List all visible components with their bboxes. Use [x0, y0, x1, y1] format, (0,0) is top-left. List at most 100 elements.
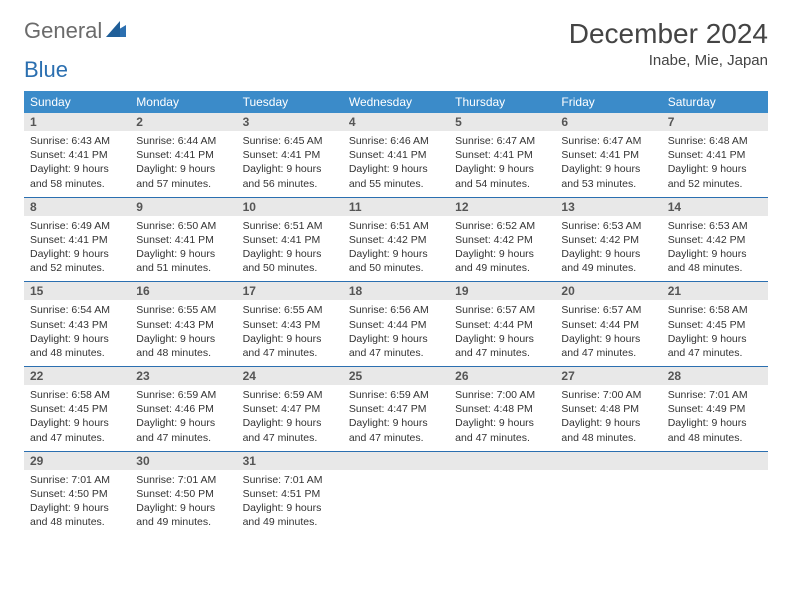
- sunset-line: Sunset: 4:41 PM: [243, 148, 337, 162]
- day-number: 1: [24, 113, 130, 131]
- day-info: Sunrise: 7:01 AMSunset: 4:49 PMDaylight:…: [662, 385, 768, 451]
- sunrise-line: Sunrise: 6:53 AM: [668, 219, 762, 233]
- day-cell: 31Sunrise: 7:01 AMSunset: 4:51 PMDayligh…: [237, 452, 343, 536]
- sunrise-line: Sunrise: 6:55 AM: [243, 303, 337, 317]
- day-cell: 22Sunrise: 6:58 AMSunset: 4:45 PMDayligh…: [24, 367, 130, 451]
- day-number: 13: [555, 198, 661, 216]
- daylight-line: Daylight: 9 hours and 49 minutes.: [561, 247, 655, 275]
- day-number: 8: [24, 198, 130, 216]
- sunrise-line: Sunrise: 6:43 AM: [30, 134, 124, 148]
- day-number: 28: [662, 367, 768, 385]
- sunset-line: Sunset: 4:41 PM: [455, 148, 549, 162]
- day-cell: 5Sunrise: 6:47 AMSunset: 4:41 PMDaylight…: [449, 113, 555, 197]
- sunset-line: Sunset: 4:43 PM: [243, 318, 337, 332]
- sunrise-line: Sunrise: 6:59 AM: [136, 388, 230, 402]
- day-info: Sunrise: 6:59 AMSunset: 4:46 PMDaylight:…: [130, 385, 236, 451]
- empty-cell: [449, 452, 555, 536]
- title-block: December 2024 Inabe, Mie, Japan: [569, 18, 768, 69]
- sunset-line: Sunset: 4:43 PM: [136, 318, 230, 332]
- daylight-line: Daylight: 9 hours and 48 minutes.: [30, 501, 124, 529]
- day-info: Sunrise: 7:01 AMSunset: 4:50 PMDaylight:…: [130, 470, 236, 536]
- day-number: 30: [130, 452, 236, 470]
- day-header: Tuesday: [237, 91, 343, 113]
- sunset-line: Sunset: 4:49 PM: [668, 402, 762, 416]
- sunrise-line: Sunrise: 6:52 AM: [455, 219, 549, 233]
- daylight-line: Daylight: 9 hours and 47 minutes.: [136, 416, 230, 444]
- day-number: 2: [130, 113, 236, 131]
- daylight-line: Daylight: 9 hours and 47 minutes.: [455, 332, 549, 360]
- sunset-line: Sunset: 4:43 PM: [30, 318, 124, 332]
- daylight-line: Daylight: 9 hours and 48 minutes.: [668, 416, 762, 444]
- sunset-line: Sunset: 4:42 PM: [561, 233, 655, 247]
- daylight-line: Daylight: 9 hours and 51 minutes.: [136, 247, 230, 275]
- day-cell: 29 Sunrise: 7:01 AMSunset: 4:50 PMDayligh…: [24, 452, 130, 536]
- daylight-line: Daylight: 9 hours and 53 minutes.: [561, 162, 655, 190]
- day-info: Sunrise: 6:43 AMSunset: 4:41 PMDaylight:…: [24, 131, 130, 197]
- day-number: 29: [24, 452, 130, 470]
- sunset-line: Sunset: 4:44 PM: [561, 318, 655, 332]
- day-cell: 9Sunrise: 6:50 AMSunset: 4:41 PMDaylight…: [130, 198, 236, 282]
- sunset-line: Sunset: 4:41 PM: [561, 148, 655, 162]
- day-info: Sunrise: 7:01 AMSunset: 4:51 PMDaylight:…: [237, 470, 343, 536]
- day-info: Sunrise: 6:58 AMSunset: 4:45 PMDaylight:…: [662, 300, 768, 366]
- day-info: Sunrise: 6:55 AMSunset: 4:43 PMDaylight:…: [237, 300, 343, 366]
- day-cell: 12Sunrise: 6:52 AMSunset: 4:42 PMDayligh…: [449, 198, 555, 282]
- day-number: 23: [130, 367, 236, 385]
- day-cell: 23Sunrise: 6:59 AMSunset: 4:46 PMDayligh…: [130, 367, 236, 451]
- logo-text-general: General: [24, 18, 102, 44]
- sunrise-line: Sunrise: 7:01 AM: [243, 473, 337, 487]
- week-row: 22Sunrise: 6:58 AMSunset: 4:45 PMDayligh…: [24, 367, 768, 452]
- day-number: 15: [24, 282, 130, 300]
- sunset-line: Sunset: 4:50 PM: [30, 487, 124, 501]
- daylight-line: Daylight: 9 hours and 49 minutes.: [243, 501, 337, 529]
- day-cell: 14Sunrise: 6:53 AMSunset: 4:42 PMDayligh…: [662, 198, 768, 282]
- sunset-line: Sunset: 4:46 PM: [136, 402, 230, 416]
- day-header: Monday: [130, 91, 236, 113]
- logo: General: [24, 18, 128, 44]
- day-number: 4: [343, 113, 449, 131]
- sunrise-line: Sunrise: 6:57 AM: [455, 303, 549, 317]
- day-info: Sunrise: 6:57 AMSunset: 4:44 PMDaylight:…: [555, 300, 661, 366]
- sunset-line: Sunset: 4:44 PM: [349, 318, 443, 332]
- day-header: Wednesday: [343, 91, 449, 113]
- day-cell: 3Sunrise: 6:45 AMSunset: 4:41 PMDaylight…: [237, 113, 343, 197]
- sunset-line: Sunset: 4:41 PM: [30, 148, 124, 162]
- day-info: Sunrise: 6:46 AMSunset: 4:41 PMDaylight:…: [343, 131, 449, 197]
- sunrise-line: Sunrise: 7:01 AM: [30, 473, 124, 487]
- day-info: Sunrise: 6:53 AMSunset: 4:42 PMDaylight:…: [555, 216, 661, 282]
- daylight-line: Daylight: 9 hours and 47 minutes.: [30, 416, 124, 444]
- sunset-line: Sunset: 4:42 PM: [668, 233, 762, 247]
- sunrise-line: Sunrise: 6:46 AM: [349, 134, 443, 148]
- day-cell: 18Sunrise: 6:56 AMSunset: 4:44 PMDayligh…: [343, 282, 449, 366]
- sunset-line: Sunset: 4:41 PM: [243, 233, 337, 247]
- sunset-line: Sunset: 4:51 PM: [243, 487, 337, 501]
- sunset-line: Sunset: 4:42 PM: [349, 233, 443, 247]
- day-number: 17: [237, 282, 343, 300]
- day-info: Sunrise: 6:49 AMSunset: 4:41 PMDaylight:…: [24, 216, 130, 282]
- day-number: 10: [237, 198, 343, 216]
- sunset-line: Sunset: 4:47 PM: [243, 402, 337, 416]
- logo-triangle-icon: [106, 21, 126, 42]
- day-cell: 17Sunrise: 6:55 AMSunset: 4:43 PMDayligh…: [237, 282, 343, 366]
- sunset-line: Sunset: 4:50 PM: [136, 487, 230, 501]
- day-cell: 11Sunrise: 6:51 AMSunset: 4:42 PMDayligh…: [343, 198, 449, 282]
- day-cell: 27Sunrise: 7:00 AMSunset: 4:48 PMDayligh…: [555, 367, 661, 451]
- day-number: 24: [237, 367, 343, 385]
- empty-cell: [343, 452, 449, 536]
- day-info: Sunrise: 6:47 AMSunset: 4:41 PMDaylight:…: [449, 131, 555, 197]
- day-number: 9: [130, 198, 236, 216]
- day-cell: 25Sunrise: 6:59 AMSunset: 4:47 PMDayligh…: [343, 367, 449, 451]
- sunrise-line: Sunrise: 6:56 AM: [349, 303, 443, 317]
- day-info: Sunrise: 7:00 AMSunset: 4:48 PMDaylight:…: [555, 385, 661, 451]
- day-number: 19: [449, 282, 555, 300]
- sunrise-line: Sunrise: 6:59 AM: [243, 388, 337, 402]
- day-info: Sunrise: 6:59 AMSunset: 4:47 PMDaylight:…: [237, 385, 343, 451]
- day-cell: 20Sunrise: 6:57 AMSunset: 4:44 PMDayligh…: [555, 282, 661, 366]
- daylight-line: Daylight: 9 hours and 50 minutes.: [349, 247, 443, 275]
- day-number: [555, 452, 661, 470]
- day-cell: 6Sunrise: 6:47 AMSunset: 4:41 PMDaylight…: [555, 113, 661, 197]
- daylight-line: Daylight: 9 hours and 47 minutes.: [243, 416, 337, 444]
- sunset-line: Sunset: 4:41 PM: [349, 148, 443, 162]
- day-number: 21: [662, 282, 768, 300]
- day-number: 25: [343, 367, 449, 385]
